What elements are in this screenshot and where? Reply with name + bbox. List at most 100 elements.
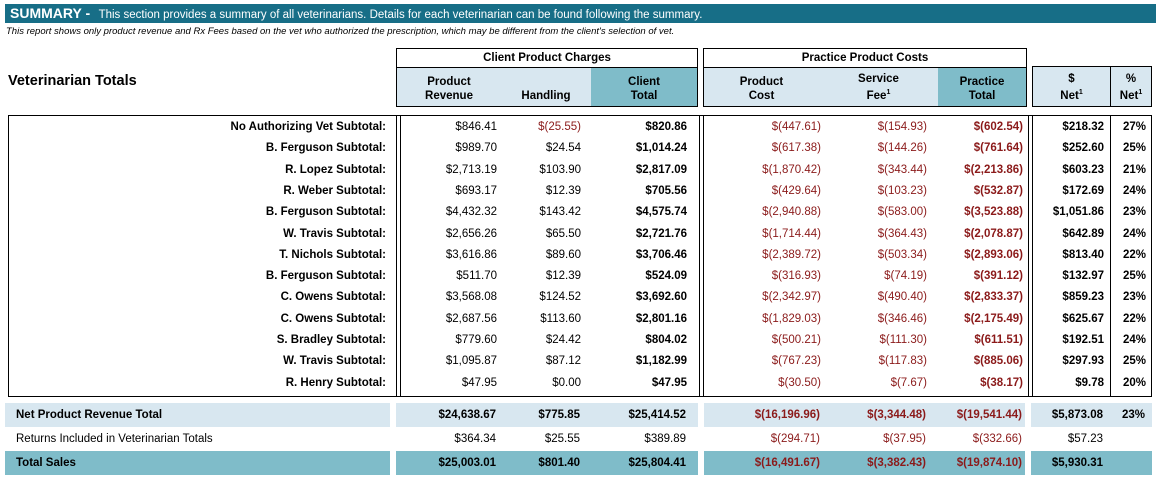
sales-cost: $(16,491.67) [754,457,820,469]
total-handling: $775.85 [538,409,580,421]
sales-revenue: $25,003.01 [438,457,496,469]
practice-costs-title: Practice Product Costs [704,49,1026,68]
row-client-total: $524.09 [645,270,687,283]
row-label: R. Henry Subtotal: [285,376,386,389]
row-practice-total: $(3,523.88) [964,206,1023,219]
row-practice-total: $(2,213.86) [964,163,1023,176]
total-sales-row: Total Sales $25,003.01 $801.40 $25,804.4… [0,452,1162,474]
row-handling: $103.90 [539,163,581,176]
total-client-total: $25,414.52 [628,409,686,421]
col-handling: Handling [501,68,591,106]
row-fee: $(583.00) [877,206,927,219]
row-client-total: $3,706.46 [635,248,687,261]
row-pct: 27% [1122,121,1146,133]
total-sales-band [5,451,1152,475]
vet-row: C. Owens Subtotal: $3,568.08 $124.52 $3,692… [9,287,1151,308]
row-fee: $(144.26) [877,142,927,155]
returns-practice-total: $(332.66) [972,433,1022,445]
row-client-total: $2,801.16 [635,312,687,325]
row-label: C. Owens Subtotal: [280,291,386,304]
row-revenue: $2,713.19 [445,163,497,176]
vet-row: R. Lopez Subtotal: $2,713.19 $103.90 $2,817… [9,160,1151,181]
net-product-total-row: Net Product Revenue Total $24,638.67 $77… [0,404,1162,426]
row-revenue: $4,432.32 [445,206,497,219]
row-handling: $(25.55) [538,121,581,133]
row-client-total: $804.02 [645,334,687,346]
row-practice-total: $(391.12) [973,270,1023,283]
row-client-total: $4,575.74 [635,206,687,219]
row-cost: $(1,870.42) [762,163,821,176]
returns-client-total: $389.89 [644,433,686,445]
row-label: R. Weber Subtotal: [283,184,386,197]
row-label: S. Bradley Subtotal: [276,334,386,346]
row-cost: $(617.38) [771,142,821,155]
col-service-fee: Service Fee1 [819,68,938,106]
row-pct: 20% [1122,376,1146,389]
row-practice-total: $(2,833.37) [964,291,1023,304]
row-handling: $24.42 [545,334,581,346]
returns-label: Returns Included in Veterinarian Totals [16,433,213,445]
row-label: T. Nichols Subtotal: [279,248,386,261]
row-label: No Authorizing Vet Subtotal: [230,121,386,133]
row-pct: 25% [1122,270,1146,283]
col-client-total: Client Total [591,68,697,106]
row-client-total: $1,182.99 [635,355,687,368]
row-fee: $(364.43) [877,227,927,240]
row-client-total: $2,817.09 [635,163,687,176]
total-pct: 23% [1121,409,1145,421]
row-practice-total: $(885.06) [973,355,1023,368]
vet-table-body: No Authorizing Vet Subtotal: $846.41 $(25.… [8,115,1152,397]
row-revenue: $511.70 [456,270,497,283]
row-fee: $(346.46) [877,312,927,325]
col-product-revenue: Product Revenue [397,68,501,106]
row-fee: $(490.40) [877,291,927,304]
row-net: $642.89 [1062,227,1104,240]
sales-label: Total Sales [16,457,76,469]
returns-revenue: $364.34 [454,433,496,445]
row-client-total: $705.56 [645,184,687,197]
vet-row: C. Owens Subtotal: $2,687.56 $113.60 $2,801… [9,309,1151,330]
row-handling: $143.42 [539,206,581,219]
row-fee: $(343.44) [877,163,927,176]
col-product-cost: Product Cost [704,68,819,106]
row-handling: $12.39 [545,270,581,283]
row-client-total: $2,721.76 [635,227,687,240]
row-net: $218.32 [1062,121,1104,133]
client-charges-title: Client Product Charges [397,49,697,68]
row-label: B. Ferguson Subtotal: [265,206,386,219]
row-cost: $(30.50) [778,376,821,389]
vet-row: B. Ferguson Subtotal: $511.70 $12.39 $524.0… [9,266,1151,287]
row-cost: $(429.64) [771,184,821,197]
total-net: $5,873.08 [1051,409,1103,421]
row-cost: $(500.21) [771,334,821,346]
row-client-total: $3,692.60 [635,291,687,304]
row-practice-total: $(761.64) [973,142,1023,155]
row-handling: $24.54 [545,142,581,155]
report-note: This report shows only product revenue a… [6,26,675,37]
row-pct: 24% [1122,334,1146,346]
row-revenue: $3,616.86 [445,248,497,261]
row-practice-total: $(2,893.06) [964,248,1023,261]
row-fee: $(111.30) [879,334,927,346]
row-net: $625.67 [1062,312,1104,325]
row-handling: $65.50 [545,227,581,240]
row-fee: $(74.19) [884,270,927,283]
vet-row: R. Weber Subtotal: $693.17 $12.39 $705.56 $(… [9,181,1151,202]
vet-row: W. Travis Subtotal: $1,095.87 $87.12 $1,182… [9,351,1151,372]
row-revenue: $693.17 [455,184,497,197]
vet-row: B. Ferguson Subtotal: $4,432.32 $143.42 $4,… [9,202,1151,223]
row-net: $813.40 [1062,248,1104,261]
vet-row: S. Bradley Subtotal: $779.60 $24.42 $804.02… [9,330,1151,351]
row-label: C. Owens Subtotal: [280,312,386,325]
row-pct: 24% [1122,227,1146,240]
row-net: $132.97 [1062,270,1104,283]
row-client-total: $47.95 [651,376,687,389]
row-revenue: $3,568.08 [445,291,497,304]
row-pct: 23% [1122,291,1146,304]
row-practice-total: $(602.54) [973,121,1023,133]
row-cost: $(1,829.03) [762,312,821,325]
row-net: $9.78 [1075,376,1104,389]
net-header: $ Net1 % Net1 [1032,66,1152,107]
row-revenue: $989.70 [455,142,497,155]
returns-row: Returns Included in Veterinarian Totals … [0,428,1162,450]
